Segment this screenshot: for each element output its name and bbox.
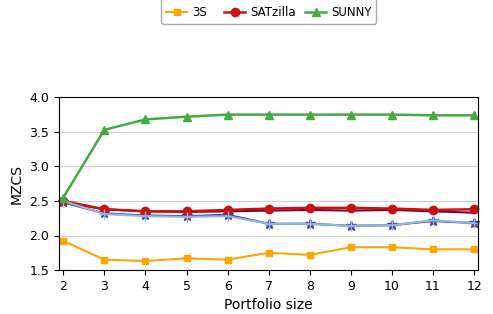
SATzilla [266,207,272,210]
3S [60,239,66,243]
SUNNY [430,113,436,117]
SMO [102,212,107,216]
Line: RF: RF [58,198,479,231]
Line: SUNNY: SUNNY [59,111,478,202]
RF [348,224,354,228]
SATzilla [471,207,477,211]
SUNNY [389,113,395,116]
RF [471,221,477,225]
SBS [102,207,107,211]
SMO [389,223,395,227]
SUNNY [348,113,354,116]
RF [307,222,313,226]
RF [102,212,107,215]
SATzilla [348,206,354,210]
RF [430,219,436,223]
SBS [348,209,354,213]
SBS [225,209,231,213]
3S [471,247,477,251]
Legend: SBS, 3S, RF, SATzilla, SMO, SUNNY: SBS, 3S, RF, SATzilla, SMO, SUNNY [161,0,376,24]
SATzilla [307,206,313,210]
RF [60,200,66,204]
3S [225,258,231,262]
RF [389,223,395,227]
SBS [183,210,189,214]
3S [142,259,148,263]
SUNNY [225,113,231,116]
SUNNY [60,196,66,199]
SUNNY [183,115,189,119]
SBS [430,209,436,213]
SATzilla [60,199,66,203]
SBS [389,208,395,212]
RF [225,213,231,217]
SATzilla [389,207,395,210]
3S [348,245,354,249]
RF [183,214,189,218]
3S [266,251,272,255]
Line: SMO: SMO [58,196,479,231]
SBS [60,200,66,204]
SMO [307,222,313,226]
SMO [142,214,148,218]
3S [389,245,395,249]
SATzilla [430,208,436,212]
SATzilla [102,207,107,211]
RF [266,222,272,226]
SUNNY [142,117,148,121]
3S [307,253,313,257]
SMO [348,224,354,228]
3S [102,258,107,262]
X-axis label: Portfolio size: Portfolio size [224,298,313,312]
SATzilla [183,209,189,213]
Line: SBS: SBS [63,202,474,213]
SMO [471,221,477,225]
SUNNY [307,113,313,116]
SBS [266,209,272,213]
SBS [142,209,148,213]
SMO [183,215,189,219]
SMO [225,214,231,218]
3S [430,247,436,251]
Y-axis label: MZCS: MZCS [10,164,24,204]
SUNNY [102,128,107,132]
Line: SATzilla: SATzilla [59,197,478,215]
SBS [307,208,313,212]
SUNNY [471,113,477,117]
SMO [266,222,272,226]
SATzilla [142,209,148,213]
SUNNY [266,113,272,116]
SMO [430,219,436,222]
RF [142,214,148,217]
SATzilla [225,208,231,212]
Line: 3S: 3S [60,238,478,264]
3S [183,257,189,260]
SBS [471,211,477,214]
SMO [60,199,66,203]
